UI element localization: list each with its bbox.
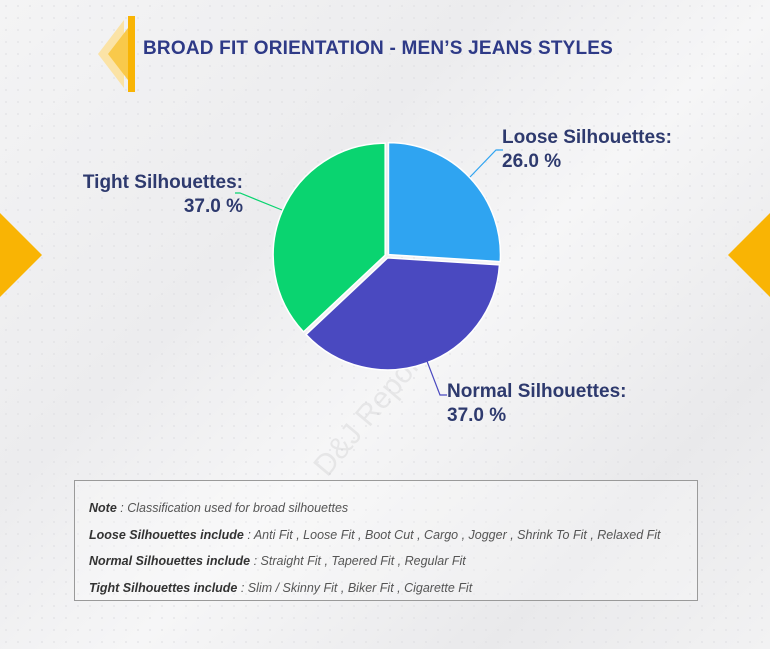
note-tight-text: : Slim / Skinny Fit , Biker Fit , Cigare… bbox=[237, 580, 473, 595]
note-loose-line: Loose Silhouettes include : Anti Fit , L… bbox=[89, 522, 697, 549]
pie-slice-tight bbox=[272, 142, 386, 333]
note-key: Note bbox=[89, 501, 117, 515]
slice-label-tight: Tight Silhouettes: 37.0 % bbox=[60, 171, 243, 219]
note-normal-line: Normal Silhouettes include : Straight Fi… bbox=[89, 548, 697, 575]
note-loose-text: : Anti Fit , Loose Fit , Boot Cut , Carg… bbox=[243, 527, 661, 542]
pie-slice-normal bbox=[304, 257, 501, 371]
slice-label-normal: Normal Silhouettes: 37.0 % bbox=[447, 380, 626, 428]
note-box: Note : Classification used for broad sil… bbox=[74, 480, 698, 601]
note-tight-key: Tight Silhouettes include bbox=[89, 580, 238, 595]
leader-line-loose bbox=[469, 149, 503, 178]
note-normal-text: : Straight Fit , Tapered Fit , Regular F… bbox=[250, 554, 466, 568]
slice-name-tight: Tight Silhouettes: bbox=[82, 172, 243, 193]
note-loose-key: Loose Silhouettes include bbox=[89, 527, 244, 542]
note-line: Note : Classification used for broad sil… bbox=[89, 495, 697, 522]
slice-value-loose: 26.0 % bbox=[502, 151, 562, 172]
left-decorative-arrow bbox=[0, 213, 42, 297]
slice-name-normal: Normal Silhouettes: bbox=[447, 381, 627, 402]
page-title: BROAD FIT ORIENTATION - MEN’S JEANS STYL… bbox=[143, 38, 614, 59]
right-decorative-arrow bbox=[728, 213, 770, 297]
slice-name-loose: Loose Silhouettes: bbox=[502, 127, 672, 148]
slice-label-loose: Loose Silhouettes: 26.0 % bbox=[502, 126, 672, 174]
note-text: : Classification used for broad silhouet… bbox=[116, 501, 349, 515]
slice-value-normal: 37.0 % bbox=[447, 405, 507, 426]
slice-value-tight: 37.0 % bbox=[183, 196, 243, 217]
leader-line-normal bbox=[424, 355, 447, 396]
note-normal-key: Normal Silhouettes include bbox=[89, 554, 251, 568]
pie-slice-loose bbox=[387, 141, 502, 263]
note-tight-line: Tight Silhouettes include : Slim / Skinn… bbox=[89, 575, 697, 602]
header-chevron-icon bbox=[98, 16, 135, 92]
leader-line-tight bbox=[235, 192, 283, 211]
